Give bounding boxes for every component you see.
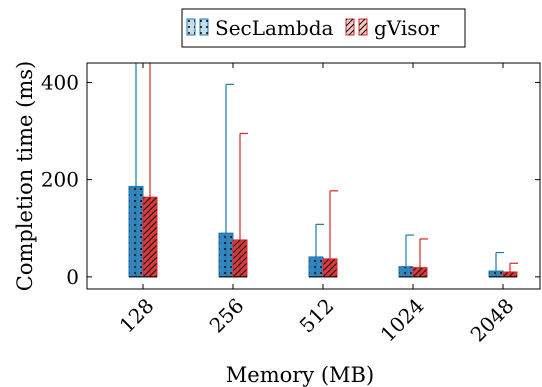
x-axis-title: Memory (MB) (226, 363, 374, 387)
legend-label-seclambda: SecLambda (215, 16, 334, 40)
x-tick-label: 512 (295, 294, 339, 338)
x-tick-label: 256 (205, 294, 249, 338)
y-tick-label: 200 (41, 168, 79, 192)
x-tick-label: 128 (115, 294, 159, 338)
y-tick-label: 0 (66, 265, 79, 289)
bar-pattern-gvisor (502, 271, 518, 278)
bar-pattern-gvisor (412, 267, 428, 278)
bar-pattern-seclambda (218, 232, 234, 278)
y-axis-title: Completion time (ms) (13, 61, 37, 291)
y-tick-label: 400 (41, 70, 79, 94)
legend-swatch-pattern-seclambda (187, 19, 195, 35)
legend-frame (181, 8, 466, 48)
bar-pattern-gvisor (322, 258, 338, 278)
bar-pattern-seclambda (308, 256, 324, 278)
legend-swatch-pattern-gvisor (359, 19, 367, 35)
plot-frame (86, 62, 541, 290)
bar-pattern-gvisor (232, 239, 248, 278)
legend-swatch-pattern-seclambda (200, 19, 208, 35)
bar-pattern-gvisor (142, 196, 158, 278)
bar-pattern-seclambda (398, 266, 414, 278)
legend: SecLambda gVisor (181, 8, 466, 48)
bar-pattern-seclambda (488, 270, 504, 278)
bar-pattern-seclambda (128, 185, 144, 278)
x-tick-label: 2048 (466, 294, 519, 347)
legend-label-gvisor: gVisor (374, 16, 440, 40)
legend-swatch-pattern-gvisor (346, 19, 354, 35)
x-tick-label: 1024 (376, 294, 429, 347)
